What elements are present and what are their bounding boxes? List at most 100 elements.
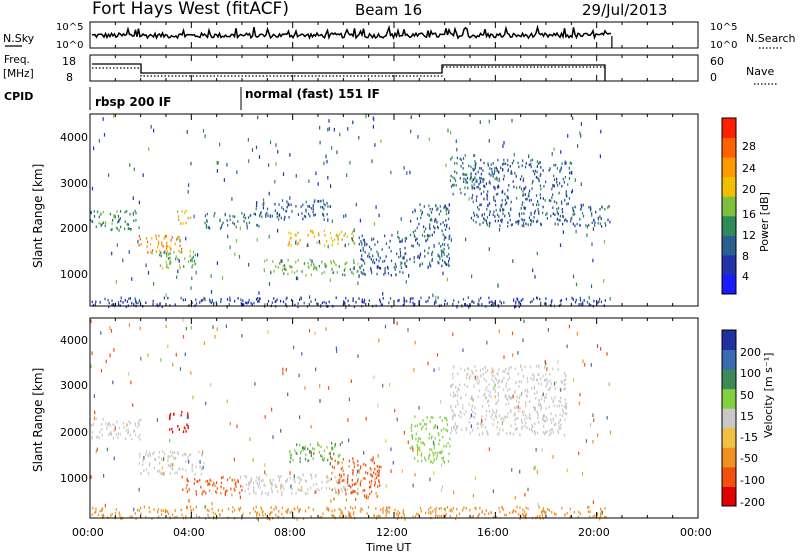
velocity-cell <box>480 422 482 426</box>
velocity-cell <box>142 459 144 463</box>
power-noise <box>274 179 276 184</box>
power-cell <box>473 154 475 157</box>
power-cell <box>420 216 422 220</box>
velocity-cell <box>320 445 322 449</box>
power-cell <box>419 254 421 257</box>
velocity-cell <box>353 462 355 465</box>
power-noise <box>282 172 285 176</box>
velocity-cell <box>173 413 175 416</box>
velocity-cell <box>550 428 553 431</box>
velocity-cell <box>210 479 212 483</box>
velocity-cell <box>231 493 233 497</box>
velocity-cell <box>319 516 321 519</box>
power-cell <box>448 260 450 263</box>
power-cell <box>560 166 563 170</box>
velocity-cell <box>249 481 252 485</box>
power-cell <box>518 302 520 305</box>
velocity-noise <box>566 468 568 473</box>
power-cell <box>187 216 189 220</box>
velocity-cell <box>559 400 562 404</box>
power-cell <box>256 202 258 205</box>
power-cell <box>288 240 291 244</box>
power-cell <box>483 178 485 181</box>
velocity-noise <box>492 369 494 373</box>
velocity-cell <box>198 450 200 454</box>
power-cell <box>479 187 481 191</box>
velocity-cell <box>187 425 189 428</box>
power-cell <box>166 263 168 267</box>
power-cell <box>531 220 533 223</box>
power-cell <box>542 205 544 209</box>
velocity-cell <box>472 372 474 375</box>
power-cell <box>160 254 162 258</box>
power-cell <box>448 252 450 256</box>
velocity-cell <box>168 417 171 421</box>
velocity-noise <box>552 455 554 459</box>
velocity-cell <box>456 390 458 393</box>
velocity-noise <box>211 501 213 506</box>
velocity-cell <box>528 416 530 419</box>
power-cbar-tick-20: 20 <box>742 183 756 196</box>
velocity-noise <box>472 398 474 402</box>
velocity-cell <box>497 394 499 397</box>
velocity-cell <box>495 378 498 382</box>
velocity-cell <box>449 437 451 441</box>
power-cell <box>449 179 452 182</box>
power-cell <box>515 300 517 304</box>
velocity-cell <box>522 512 524 516</box>
velocity-cell <box>497 433 499 436</box>
velocity-cell <box>562 411 564 414</box>
velocity-cell <box>208 509 210 513</box>
velocity-cell <box>485 509 487 512</box>
power-cell <box>263 201 265 205</box>
velocity-cell <box>483 377 485 381</box>
power-cell <box>120 210 122 213</box>
power-cell <box>257 300 259 303</box>
velocity-cell <box>490 371 493 375</box>
power-noise <box>344 243 346 248</box>
power-cell <box>495 193 498 196</box>
power-cell <box>590 208 592 212</box>
power-cell <box>134 209 136 213</box>
power-noise <box>221 276 224 280</box>
power-cell <box>314 266 316 269</box>
power-cell <box>283 272 285 275</box>
velocity-noise <box>525 515 527 520</box>
velocity-cell <box>522 508 524 512</box>
power-cell <box>569 161 571 165</box>
power-noise <box>275 162 277 166</box>
power-cell <box>521 164 523 167</box>
power-cell <box>215 301 217 304</box>
velocity-cell <box>140 472 142 475</box>
velocity-noise <box>347 418 349 422</box>
power-noise <box>580 182 582 186</box>
power-cell <box>362 249 364 252</box>
power-cell <box>480 192 482 196</box>
velocity-cell <box>343 479 345 482</box>
power-cell <box>294 233 296 237</box>
power-cell <box>528 189 531 193</box>
velocity-cell <box>149 510 151 514</box>
velocity-cell <box>169 464 172 468</box>
velocity-cell <box>534 392 536 396</box>
power-cell <box>565 161 567 165</box>
power-cell <box>575 298 577 302</box>
velocity-cell <box>493 411 495 415</box>
power-cell <box>344 301 346 304</box>
velocity-cell <box>546 430 548 433</box>
velocity-cell <box>531 430 533 433</box>
velocity-cell <box>129 434 131 437</box>
velocity-cell <box>534 422 536 425</box>
power-cell <box>440 249 442 253</box>
velocity-cell <box>420 440 422 444</box>
velocity-cell <box>239 491 241 495</box>
power-cell <box>475 172 477 176</box>
power-cell <box>522 222 525 225</box>
velocity-cell <box>439 416 441 419</box>
power-cell <box>431 233 433 237</box>
velocity-cell <box>523 514 525 518</box>
power-cell <box>287 243 289 247</box>
velocity-cell <box>554 387 556 390</box>
power-cell <box>488 224 491 228</box>
velocity-cell <box>543 510 546 514</box>
